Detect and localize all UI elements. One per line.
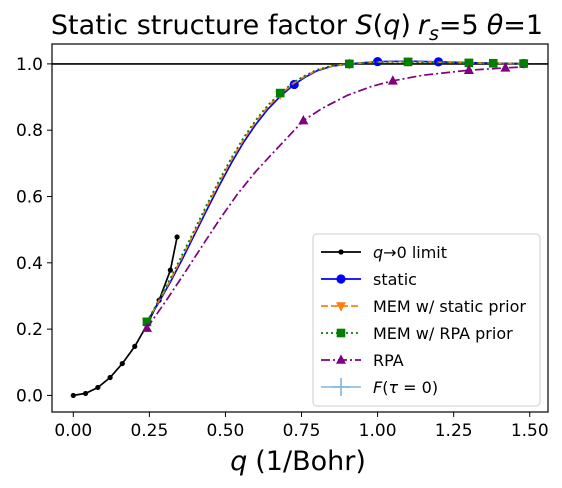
series-line [73,236,178,397]
data-point [387,75,398,85]
legend-label: F(τ = 0) [373,378,438,397]
y-tick-label: 0.8 [16,121,43,141]
y-tick-label: 0.0 [16,386,43,406]
x-tick-label: 1.50 [511,421,549,441]
data-point [403,57,413,67]
chart-title: Static structure factor S(q) rs=5 θ=1 [51,10,543,45]
legend-marker [338,249,344,255]
ticks-layer: 0.00 0.25 0.50 0.75 1.00 1.25 1.50 0.0 0.2 0.4 0.6… [16,55,549,441]
legend-entry: MEM w/ static prior [321,297,526,316]
data-point [167,267,173,273]
legend-marker [336,274,346,284]
data-point [298,114,309,125]
series-layer [70,56,529,399]
series-4 [141,62,524,332]
legend-label: MEM w/ static prior [373,297,526,316]
data-point [142,317,152,327]
legend-marker [336,354,346,364]
data-point [70,392,76,399]
legend-marker [332,378,350,396]
legend-entry: RPA [321,351,404,370]
legend-entry: F(τ = 0) [321,378,438,397]
x-tick-label: 0.50 [207,421,245,441]
data-point [107,374,113,381]
data-point [132,343,138,349]
axes-frame [51,43,549,413]
data-point [519,59,528,68]
y-tick-label: 1.0 [16,55,43,75]
data-point [275,88,285,98]
data-point [82,390,89,397]
y-tick-label: 0.4 [16,254,43,274]
data-point [463,64,474,74]
x-tick-label: 0.75 [283,421,321,441]
x-tick-label: 1.00 [359,421,397,441]
legend-box [312,233,541,407]
legend-label: MEM w/ RPA prior [373,324,513,343]
data-point [500,62,511,72]
legend-entry: static [321,270,417,289]
legend-marker [336,302,346,312]
x-tick-label: 0.25 [130,421,168,441]
x-axis-label: q (1/Bohr) [230,446,366,477]
data-point [95,384,101,391]
legend-marker [336,328,346,338]
legend-label: RPA [373,351,404,370]
legend-entry: q→0 limit [321,243,447,262]
data-point [488,58,498,68]
x-tick-label: 1.25 [435,421,473,441]
y-tick-label: 0.6 [16,188,43,208]
y-tick-label: 0.2 [16,320,43,340]
legend-label: static [373,270,417,289]
series-3 [142,57,528,327]
legend-entry: MEM w/ RPA prior [321,324,513,343]
data-point [174,234,180,240]
data-point [141,322,152,332]
legend-label: q→0 limit [373,243,447,262]
legend: q→0 limit static MEM w/ static prior MEM w/… [312,233,541,407]
x-tick-label: 0.00 [54,421,92,441]
data-point [464,58,474,68]
series-0 [70,234,180,399]
data-point [119,360,125,367]
data-point [344,59,354,69]
